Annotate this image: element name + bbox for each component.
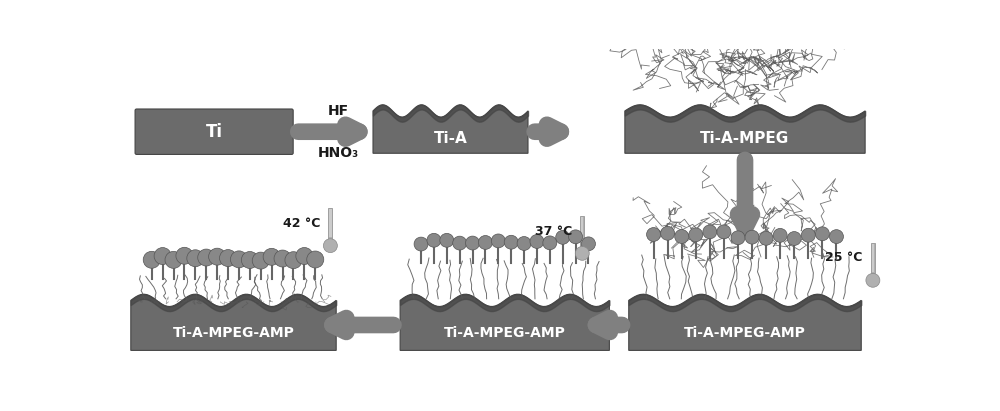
Circle shape: [787, 231, 801, 245]
Circle shape: [427, 233, 441, 247]
Circle shape: [717, 225, 731, 239]
Circle shape: [154, 247, 171, 265]
Circle shape: [307, 251, 324, 268]
Circle shape: [703, 225, 717, 239]
Circle shape: [176, 247, 193, 264]
Circle shape: [773, 229, 787, 242]
Circle shape: [731, 231, 745, 245]
Circle shape: [143, 251, 160, 268]
Circle shape: [675, 230, 689, 243]
Text: 37 °C: 37 °C: [535, 224, 572, 238]
Text: 42 °C: 42 °C: [283, 217, 320, 230]
Text: HF: HF: [328, 104, 349, 118]
Bar: [328, 208, 332, 239]
Circle shape: [647, 228, 661, 241]
Circle shape: [517, 237, 531, 250]
Circle shape: [556, 231, 570, 244]
Circle shape: [466, 236, 480, 250]
Circle shape: [491, 234, 505, 248]
Bar: [329, 210, 332, 237]
Circle shape: [414, 237, 428, 251]
Circle shape: [478, 236, 492, 249]
Text: HNO₃: HNO₃: [318, 145, 359, 159]
Circle shape: [530, 235, 544, 248]
Circle shape: [274, 250, 291, 267]
Circle shape: [241, 252, 258, 268]
Circle shape: [198, 249, 215, 266]
Circle shape: [187, 250, 204, 267]
Polygon shape: [400, 294, 609, 351]
Circle shape: [543, 236, 557, 250]
Bar: [581, 217, 583, 245]
Bar: [872, 244, 874, 272]
Text: Ti-A-MPEG-AMP: Ti-A-MPEG-AMP: [444, 326, 566, 340]
Circle shape: [323, 239, 337, 253]
Circle shape: [220, 249, 237, 267]
Circle shape: [569, 230, 583, 244]
Circle shape: [829, 230, 843, 244]
Text: Ti-A-MPEG: Ti-A-MPEG: [700, 131, 790, 146]
Polygon shape: [131, 294, 336, 351]
Circle shape: [689, 228, 703, 242]
Text: Ti-A-MPEG-AMP: Ti-A-MPEG-AMP: [173, 326, 294, 340]
Circle shape: [453, 236, 467, 250]
Bar: [871, 242, 875, 273]
Polygon shape: [373, 105, 528, 153]
Polygon shape: [629, 294, 861, 351]
FancyBboxPatch shape: [135, 109, 293, 155]
Circle shape: [165, 252, 182, 268]
Text: Ti-A: Ti-A: [434, 131, 467, 146]
Circle shape: [263, 248, 280, 265]
Text: Ti-A-MPEG-AMP: Ti-A-MPEG-AMP: [684, 326, 806, 340]
Circle shape: [504, 235, 518, 249]
Bar: [580, 216, 584, 247]
Circle shape: [575, 247, 589, 260]
Circle shape: [759, 231, 773, 245]
Polygon shape: [625, 105, 865, 153]
Circle shape: [866, 273, 880, 287]
Circle shape: [230, 251, 247, 268]
Circle shape: [440, 233, 454, 247]
Circle shape: [285, 252, 302, 269]
Circle shape: [745, 230, 759, 244]
Circle shape: [661, 226, 675, 240]
Circle shape: [801, 228, 815, 242]
Text: Ti: Ti: [206, 123, 223, 141]
Circle shape: [209, 248, 226, 265]
Circle shape: [296, 247, 313, 264]
Circle shape: [581, 237, 595, 251]
Circle shape: [252, 252, 269, 269]
Text: 25 °C: 25 °C: [825, 252, 863, 265]
Circle shape: [815, 227, 829, 241]
